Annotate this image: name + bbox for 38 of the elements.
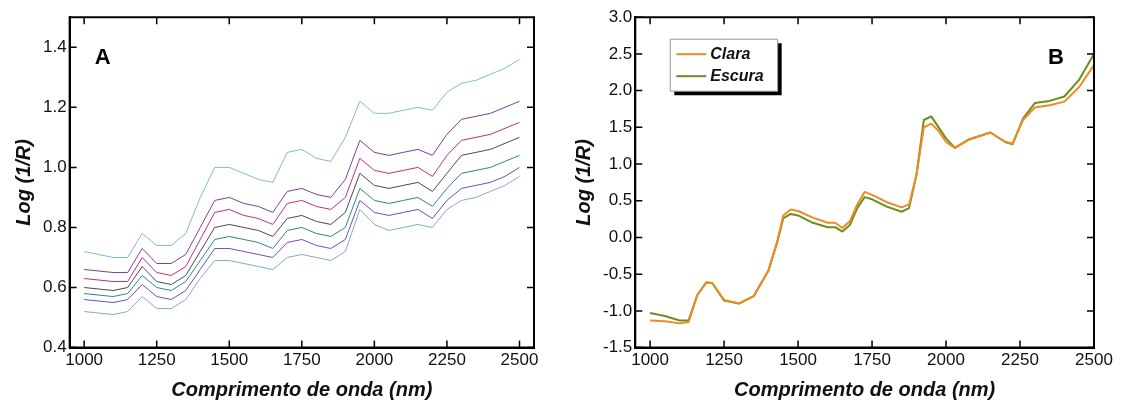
y-tick-label: 0.6	[42, 277, 67, 297]
annotation: A	[94, 44, 111, 70]
y-tick-label: 0.5	[608, 190, 633, 210]
x-tick-label: 1750	[282, 350, 321, 370]
y-axis-title: Log (1/R)	[571, 138, 594, 226]
x-tick-label: 1000	[631, 350, 669, 370]
y-tick-label: 0.4	[42, 337, 67, 357]
y-tick-label: 0.0	[608, 227, 633, 247]
x-tick-label: 1000	[65, 350, 104, 370]
x-tick-label: 1750	[853, 350, 891, 370]
y-tick-label: 1.4	[42, 36, 67, 56]
annotation: B	[1048, 44, 1064, 70]
x-tick-label: 2500	[500, 350, 539, 370]
y-tick-label: -1.5	[603, 337, 633, 357]
x-tick-label: 2250	[428, 350, 466, 370]
y-tick-label: 2.0	[608, 80, 633, 100]
y-tick-label: 1.0	[608, 153, 633, 173]
y-tick-label: 2.5	[608, 43, 633, 63]
y-tick-label: 1.0	[42, 157, 67, 177]
x-tick-label: 1250	[137, 350, 176, 370]
y-tick-label: -0.5	[603, 263, 633, 283]
legend-label: Clara	[710, 44, 751, 62]
x-tick-label: 1500	[779, 350, 817, 370]
y-tick-label: 1.2	[42, 97, 67, 116]
y-tick-label: 1.5	[608, 117, 633, 137]
x-tick-label: 2250	[1001, 350, 1039, 370]
y-tick-label: 0.8	[42, 217, 67, 237]
legend-label: Escura	[710, 66, 764, 84]
x-tick-label: 1500	[210, 350, 249, 370]
y-tick-label: 3.0	[608, 6, 633, 26]
y-axis-title: Log (1/R)	[11, 138, 34, 226]
x-axis-title: Comprimento de onda (nm)	[171, 377, 433, 400]
x-axis-title: Comprimento de onda (nm)	[734, 377, 996, 400]
x-tick-label: 2000	[927, 350, 965, 370]
y-tick-label: -1.0	[603, 300, 633, 320]
x-tick-label: 2000	[355, 350, 394, 370]
x-tick-label: 2500	[1075, 350, 1113, 370]
x-tick-label: 1250	[705, 350, 743, 370]
